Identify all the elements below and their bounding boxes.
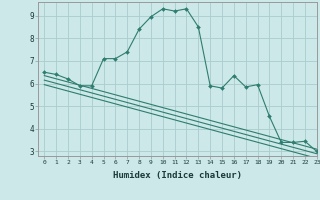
- X-axis label: Humidex (Indice chaleur): Humidex (Indice chaleur): [113, 171, 242, 180]
